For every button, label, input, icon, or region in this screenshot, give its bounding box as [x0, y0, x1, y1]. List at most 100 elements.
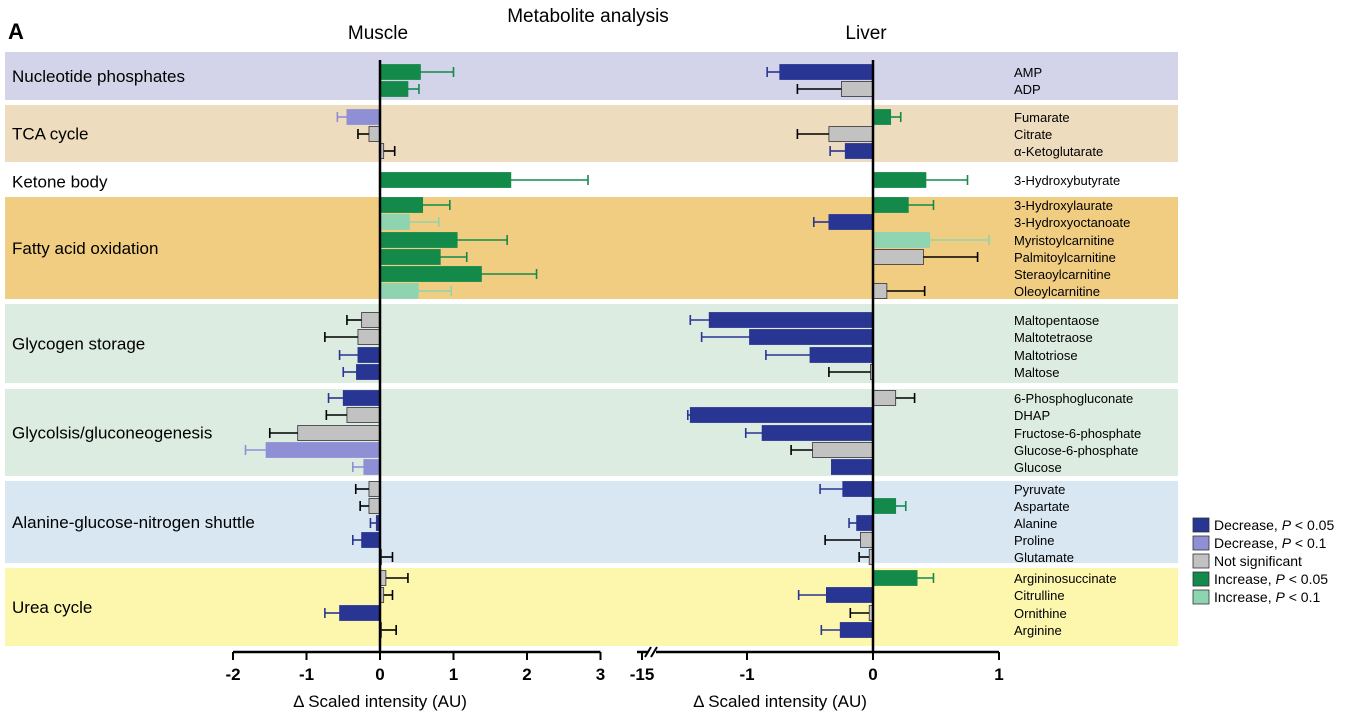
- metabolite-label: 6-Phosphogluconate: [1014, 391, 1133, 406]
- liver-bar: [749, 329, 874, 345]
- legend-p: P: [1282, 535, 1292, 551]
- legend-label: Increase, P < 0.05: [1214, 571, 1328, 587]
- group-band: [5, 167, 1178, 196]
- metabolite-label: AMP: [1014, 65, 1042, 80]
- liver-bar: [872, 197, 909, 213]
- legend-threshold: < 0.05: [1285, 571, 1328, 587]
- muscle-bar: [379, 214, 410, 230]
- group-band: [5, 197, 1178, 299]
- legend-threshold: < 0.1: [1285, 589, 1321, 605]
- legend-p: P: [1275, 571, 1285, 587]
- group-label: Alanine-glucose-nitrogen shuttle: [12, 513, 255, 532]
- liver-bar: [689, 407, 874, 423]
- group-label: Ketone body: [12, 173, 108, 192]
- liver-bar: [872, 498, 897, 514]
- group-band: [5, 304, 1178, 383]
- group-band: [5, 52, 1178, 100]
- metabolite-label: Maltotetraose: [1014, 330, 1093, 345]
- legend-text-part: Not significant: [1214, 553, 1302, 569]
- metabolite-label: Maltopentaose: [1014, 313, 1099, 328]
- liver-bar: [825, 587, 874, 603]
- metabolite-label: DHAP: [1014, 408, 1050, 423]
- legend-swatch: [1192, 517, 1210, 533]
- liver-bar: [872, 283, 888, 299]
- liver-bar: [844, 143, 874, 159]
- metabolite-label: Glutamate: [1014, 550, 1074, 565]
- liver-title: Liver: [845, 23, 887, 44]
- metabolite-label: Alanine: [1014, 516, 1057, 531]
- metabolite-label: Ornithine: [1014, 606, 1067, 621]
- metabolite-label: Maltotriose: [1014, 348, 1078, 363]
- muscle-bar: [357, 347, 381, 363]
- metabolite-label: Pyruvate: [1014, 482, 1065, 497]
- legend-swatch: [1192, 535, 1210, 551]
- group-label: Glycolsis/gluconeogenesis: [12, 424, 212, 443]
- liver-bar: [841, 81, 874, 97]
- legend-text-part: Increase,: [1214, 571, 1275, 587]
- muscle-x-tick-label: 2: [522, 665, 531, 684]
- muscle-bar: [342, 390, 381, 406]
- group-band: [5, 105, 1178, 162]
- liver-bar: [872, 109, 892, 125]
- legend: Decrease, P < 0.05 Decrease, P < 0.1 Not s…: [1192, 517, 1334, 605]
- metabolite-label: Citrulline: [1014, 588, 1065, 603]
- panel-label: A: [8, 19, 24, 44]
- axes: -2 -1 0 1 2 3 -15 -1 0 1: [225, 60, 1004, 684]
- muscle-bar: [363, 459, 381, 475]
- muscle-bar: [297, 425, 381, 441]
- metabolite-label: 3-Hydroxyoctanoate: [1014, 215, 1130, 230]
- muscle-bar: [346, 109, 381, 125]
- legend-swatch: [1192, 571, 1210, 587]
- muscle-bar: [379, 283, 419, 299]
- muscle-title: Muscle: [348, 23, 408, 44]
- liver-bar: [779, 64, 874, 80]
- metabolite-label: Oleoylcarnitine: [1014, 284, 1100, 299]
- muscle-x-tick-label: 3: [596, 665, 605, 684]
- muscle-bar: [379, 197, 424, 213]
- axis-break-mark: [644, 646, 652, 658]
- liver-bar: [839, 622, 874, 638]
- liver-bar: [761, 425, 874, 441]
- group-band: [5, 481, 1178, 563]
- metabolite-label: Glucose-6-phosphate: [1014, 443, 1138, 458]
- metabolite-label: Fructose-6-phosphate: [1014, 426, 1141, 441]
- liver-bar: [809, 347, 874, 363]
- muscle-bar: [368, 498, 381, 514]
- liver-bar: [828, 126, 874, 142]
- metabolite-label: 3-Hydroxybutyrate: [1014, 173, 1120, 188]
- muscle-bar: [361, 312, 381, 328]
- muscle-xlabel: Δ Scaled intensity (AU): [293, 692, 467, 711]
- muscle-bar: [265, 442, 381, 458]
- liver-bar: [860, 532, 874, 548]
- metabolite-label: Fumarate: [1014, 110, 1070, 125]
- group-label: Glycogen storage: [12, 335, 145, 354]
- metabolite-labels: AMP ADP Fumarate Citrate α-Ketoglutarate 3-Hy…: [1014, 65, 1141, 638]
- muscle-bar: [379, 266, 482, 282]
- muscle-bar: [379, 64, 421, 80]
- metabolite-label: Maltose: [1014, 365, 1060, 380]
- liver-bars: [686, 64, 990, 638]
- group-bands: [5, 52, 1178, 646]
- muscle-x-tick-label: 1: [449, 665, 458, 684]
- liver-bar: [812, 442, 874, 458]
- liver-bar: [831, 459, 874, 475]
- muscle-bar: [339, 605, 381, 621]
- legend-p: P: [1275, 589, 1285, 605]
- axis-break-mark: [650, 646, 658, 658]
- metabolite-label: Steraoylcarnitine: [1014, 267, 1111, 282]
- muscle-x-tick-label: -2: [225, 665, 240, 684]
- legend-text-part: Increase,: [1214, 589, 1275, 605]
- metabolite-label: α-Ketoglutarate: [1014, 144, 1103, 159]
- metabolite-label: Palmitoylcarnitine: [1014, 250, 1116, 265]
- metabolite-label: ADP: [1014, 82, 1041, 97]
- group-band: [5, 568, 1178, 646]
- muscle-bar: [346, 407, 381, 423]
- legend-label: Decrease, P < 0.1: [1214, 535, 1327, 551]
- muscle-x-tick-label: -1: [299, 665, 314, 684]
- legend-threshold: < 0.1: [1291, 535, 1327, 551]
- legend-text-part: Decrease,: [1214, 535, 1282, 551]
- liver-bar: [872, 249, 924, 265]
- metabolite-label: Proline: [1014, 533, 1054, 548]
- liver-x-tick-label: 1: [994, 665, 1003, 684]
